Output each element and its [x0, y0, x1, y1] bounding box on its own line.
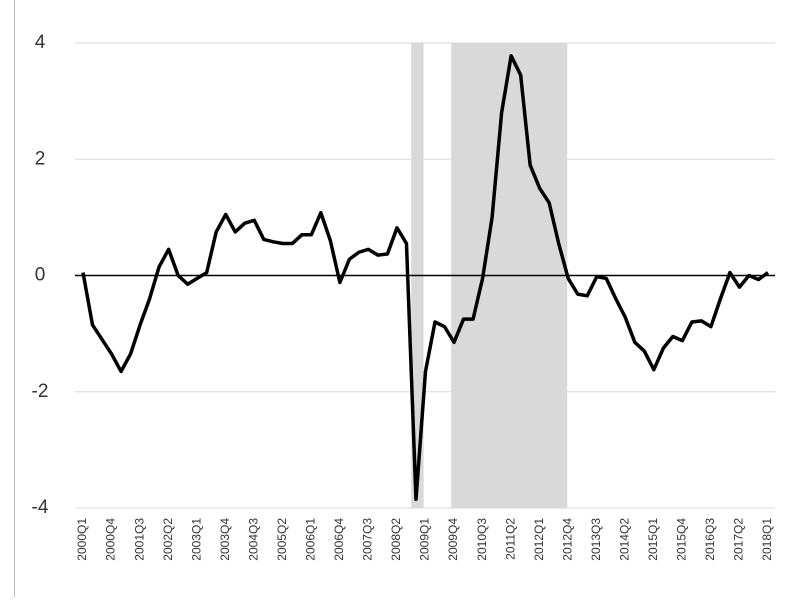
x-tick-label: 2006Q1 [304, 518, 318, 561]
x-tick-label: 2008Q2 [389, 518, 403, 561]
x-tick-label: 2014Q2 [617, 518, 631, 561]
x-tick-label: 2007Q3 [361, 518, 375, 561]
x-tick-label: 2003Q1 [189, 518, 203, 561]
y-tick-label: -2 [32, 381, 49, 402]
x-tick-label: 2015Q4 [675, 518, 689, 561]
x-tick-label: 2000Q1 [75, 518, 89, 561]
x-tick-label: 2010Q3 [475, 518, 489, 561]
x-tick-label: 2006Q4 [332, 518, 346, 561]
data-line [81, 54, 770, 502]
x-tick-label: 2000Q4 [104, 518, 118, 561]
x-tick-label: 2003Q4 [218, 518, 232, 561]
y-tick-label: 4 [35, 32, 46, 53]
x-tick-label: 2004Q3 [246, 518, 260, 561]
x-tick-label: 2009Q4 [446, 518, 460, 561]
x-tick-label: 2016Q3 [703, 518, 717, 561]
y-tick-label: 0 [35, 265, 46, 286]
x-tick-label: 2013Q3 [589, 518, 603, 561]
x-tick-label: 2015Q1 [646, 518, 660, 561]
x-tick-label: 2009Q1 [418, 518, 432, 561]
x-tick-label: 2011Q2 [503, 518, 517, 560]
x-tick-label: 2012Q4 [560, 518, 574, 561]
x-tick-label: 2005Q2 [275, 518, 289, 561]
x-tick-label: 2017Q2 [732, 518, 746, 561]
x-tick-label: 2012Q1 [532, 518, 546, 561]
y-tick-label: 2 [35, 148, 46, 169]
x-tick-label: 2001Q3 [132, 518, 146, 561]
x-tick-label: 2002Q2 [161, 518, 175, 561]
x-tick-label: 2018Q1 [760, 518, 774, 561]
y-tick-label: -4 [32, 497, 49, 518]
